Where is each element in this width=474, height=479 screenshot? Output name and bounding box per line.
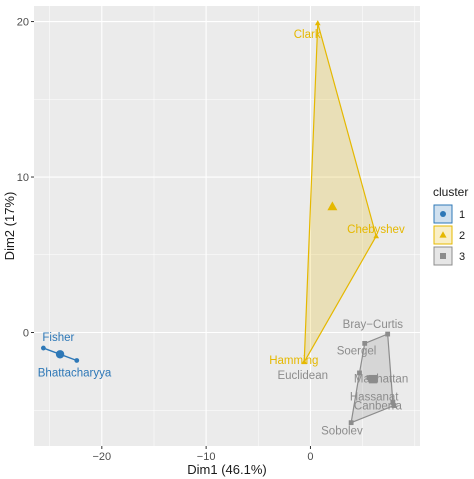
point-canberra	[391, 403, 397, 408]
legend: cluster 1 2 3	[433, 185, 468, 266]
point-label-manhattan: Manhattan	[354, 374, 408, 386]
y-axis-title: Dim2 (17%)	[2, 192, 17, 261]
point-label-clark: Clark	[294, 29, 321, 41]
point-hamming	[301, 359, 308, 365]
legend-title: cluster	[433, 185, 468, 199]
x-tick-label: 0	[307, 451, 313, 463]
y-axis: 0 10 20	[17, 17, 34, 340]
legend-label-1: 1	[459, 209, 465, 221]
x-tick-label: −20	[92, 451, 111, 463]
point-label-fisher: Fisher	[42, 332, 74, 344]
point-bhattacharyya	[74, 358, 80, 363]
plot-panel: Fisher Bhattacharyya Clark Chebyshev Hamming…	[34, 6, 420, 446]
point-fisher	[40, 345, 46, 351]
point-label-soergel: Soergel	[337, 345, 377, 357]
point-chebyshev	[373, 233, 380, 239]
legend-symbol-2	[439, 231, 447, 238]
data-points	[40, 20, 397, 426]
centroid-cluster-3	[368, 374, 378, 384]
point-clark	[314, 20, 321, 26]
point-label-braycurtis: Bray−Curtis	[343, 319, 404, 331]
point-label-sobolev: Sobolev	[321, 426, 363, 438]
x-tick-label: −10	[197, 451, 216, 463]
legend-label-3: 3	[459, 251, 465, 263]
legend-label-2: 2	[459, 230, 465, 242]
point-label-hassanat: Hassanat	[350, 391, 399, 403]
point-sobolev	[348, 420, 354, 426]
point-label-hamming: Hamming	[269, 355, 318, 367]
minor-gridlines	[34, 6, 420, 446]
point-soergel	[362, 340, 368, 346]
point-braycurtis	[385, 331, 391, 337]
point-labels: Fisher Bhattacharyya Clark Chebyshev Hamming…	[38, 29, 408, 438]
centroid-cluster-2	[327, 201, 338, 211]
point-label-chebyshev: Chebyshev	[347, 224, 405, 236]
legend-symbol-3	[440, 253, 446, 259]
y-tick-label: 0	[23, 328, 29, 340]
point-label-canberra: Canberra	[354, 401, 403, 413]
centroid-cluster-1	[55, 350, 65, 359]
point-hassanat	[390, 400, 396, 405]
point-euclidean	[357, 370, 362, 376]
point-label-euclidean: Euclidean	[277, 370, 328, 382]
major-gridlines	[34, 6, 420, 446]
panel-background	[34, 6, 420, 446]
point-label-bhattacharyya: Bhattacharyya	[38, 367, 112, 379]
y-tick-label: 20	[17, 17, 29, 29]
hull-cluster-2	[303, 22, 377, 363]
x-axis-title: Dim1 (46.1%)	[187, 462, 266, 477]
y-tick-label: 10	[17, 172, 29, 184]
legend-symbol-1	[440, 211, 446, 217]
x-axis: −20 −10 0	[92, 446, 314, 463]
cluster-centroids	[55, 201, 378, 384]
